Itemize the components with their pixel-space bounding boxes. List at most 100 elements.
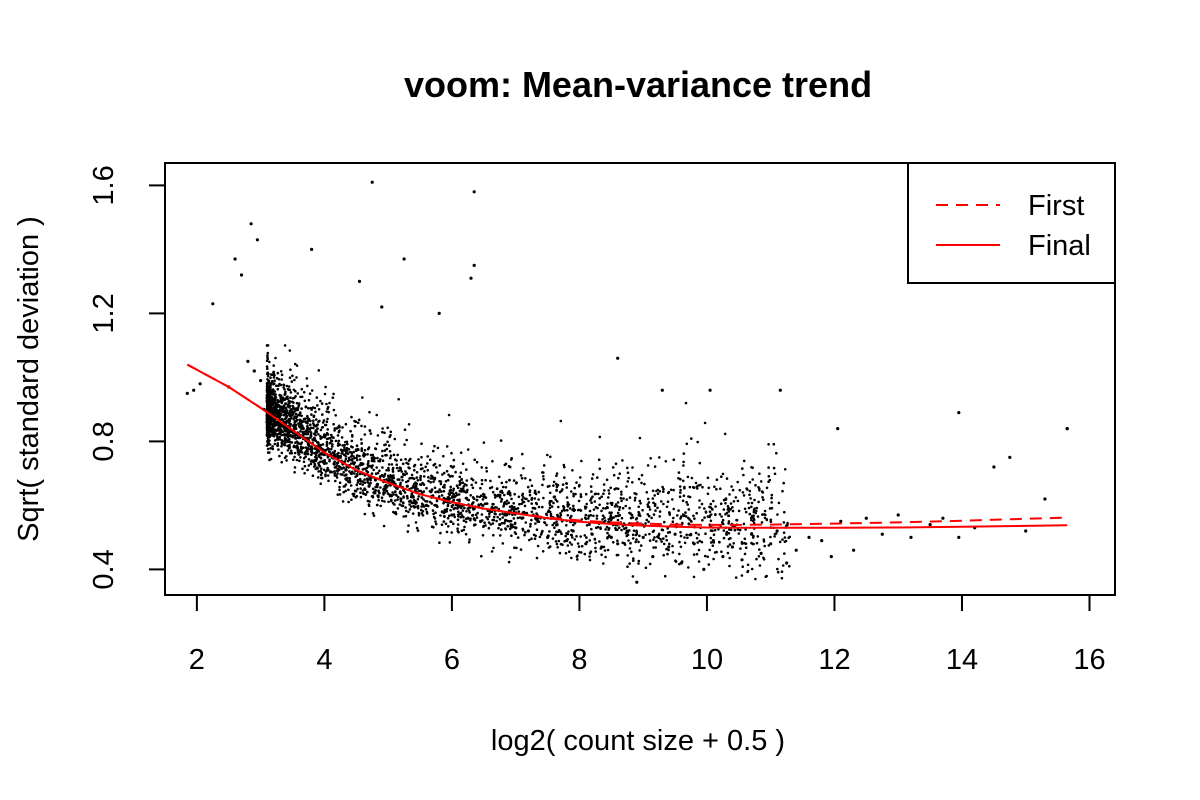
- cloud-point: [589, 485, 593, 488]
- cloud-point: [762, 498, 765, 502]
- cloud-point: [736, 528, 740, 531]
- cloud-point: [731, 506, 734, 509]
- cloud-point: [516, 536, 520, 539]
- cloud-point: [489, 523, 493, 526]
- cloud-point: [618, 514, 622, 517]
- cloud-point: [576, 558, 579, 561]
- cloud-point: [746, 569, 750, 573]
- cloud-point: [280, 433, 284, 437]
- cloud-point: [419, 474, 423, 478]
- cloud-point: [319, 452, 323, 455]
- cloud-point: [509, 523, 513, 526]
- cloud-point: [375, 466, 379, 469]
- cloud-point: [444, 522, 448, 526]
- cloud-point: [672, 458, 676, 462]
- cloud-point: [299, 421, 302, 424]
- cloud-point: [392, 510, 395, 514]
- cloud-point: [758, 472, 761, 476]
- cloud-point: [361, 396, 364, 399]
- cloud-point: [690, 520, 693, 523]
- cloud-point: [320, 436, 324, 439]
- cloud-point: [719, 487, 722, 491]
- cloud-point: [428, 490, 432, 493]
- cloud-point: [720, 475, 723, 479]
- cloud-point: [355, 456, 358, 460]
- cloud-point: [557, 505, 560, 509]
- cloud-point: [465, 510, 468, 513]
- cloud-point: [554, 498, 557, 501]
- cloud-point: [334, 439, 338, 443]
- cloud-point: [298, 414, 302, 417]
- cloud-point: [750, 567, 754, 571]
- data-point: [673, 532, 677, 536]
- cloud-point: [561, 483, 565, 486]
- cloud-point: [312, 419, 315, 423]
- cloud-point: [529, 525, 532, 528]
- cloud-point: [489, 479, 492, 483]
- cloud-point: [310, 426, 313, 430]
- cloud-point: [533, 537, 537, 540]
- cloud-point: [474, 481, 478, 484]
- cloud-point: [349, 455, 353, 458]
- cloud-point: [420, 505, 423, 508]
- cloud-point: [350, 415, 353, 419]
- cloud-point: [610, 511, 613, 514]
- cloud-point: [279, 370, 283, 373]
- cloud-point: [367, 465, 371, 468]
- cloud-point: [453, 506, 457, 510]
- cloud-point: [409, 457, 412, 461]
- cloud-point: [461, 509, 465, 512]
- cloud-point: [418, 489, 421, 493]
- data-point: [284, 433, 288, 437]
- cloud-point: [564, 551, 568, 555]
- cloud-point: [708, 515, 711, 519]
- cloud-point: [391, 491, 394, 494]
- cloud-point: [480, 478, 484, 482]
- cloud-point: [535, 528, 539, 531]
- cloud-point: [621, 459, 624, 462]
- cloud-point: [549, 455, 552, 459]
- cloud-point: [396, 478, 400, 481]
- cloud-point: [614, 462, 618, 466]
- cloud-point: [411, 512, 415, 515]
- cloud-point: [765, 518, 769, 522]
- cloud-point: [339, 448, 343, 452]
- cloud-point: [587, 517, 590, 520]
- cloud-point: [410, 492, 414, 496]
- cloud-point: [283, 428, 286, 431]
- cloud-point: [456, 518, 460, 521]
- cloud-point: [324, 474, 327, 478]
- cloud-point: [442, 496, 446, 500]
- cloud-point: [671, 551, 675, 554]
- cloud-point: [391, 466, 395, 470]
- cloud-point: [375, 483, 379, 487]
- cloud-point: [617, 526, 621, 529]
- cloud-point: [695, 511, 698, 515]
- cloud-point: [463, 525, 466, 529]
- cloud-point: [406, 496, 409, 500]
- cloud-point: [588, 509, 592, 513]
- cloud-point: [310, 389, 314, 392]
- cloud-point: [748, 493, 751, 497]
- data-point: [504, 513, 508, 517]
- cloud-point: [415, 482, 419, 486]
- cloud-point: [688, 518, 691, 521]
- cloud-point: [678, 495, 682, 499]
- cloud-point: [360, 424, 363, 428]
- cloud-point: [785, 524, 788, 527]
- cloud-point: [460, 514, 464, 517]
- cloud-point: [395, 459, 398, 462]
- cloud-point: [453, 515, 457, 519]
- cloud-point: [620, 528, 623, 532]
- cloud-point: [691, 485, 695, 489]
- cloud-point: [316, 441, 319, 444]
- cloud-point: [378, 491, 381, 495]
- cloud-point: [565, 496, 569, 499]
- cloud-point: [354, 496, 358, 499]
- cloud-point: [696, 487, 699, 490]
- cloud-point: [580, 544, 584, 548]
- cloud-point: [505, 502, 509, 506]
- data-point: [909, 535, 913, 540]
- cloud-point: [386, 484, 389, 488]
- cloud-point: [361, 462, 365, 466]
